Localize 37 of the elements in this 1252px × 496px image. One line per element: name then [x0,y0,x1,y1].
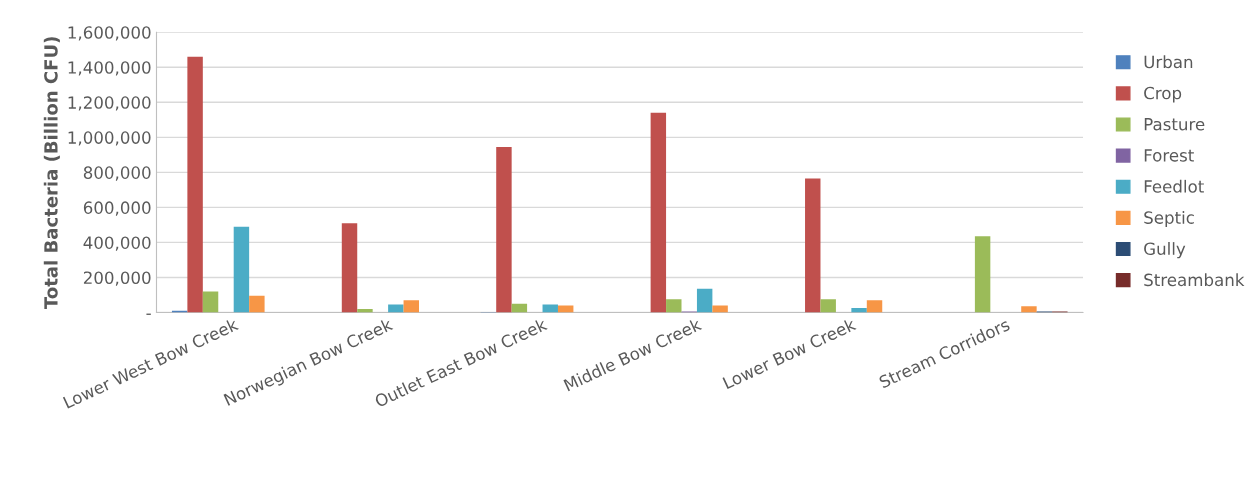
y-tick-label: 200,000 [83,271,151,286]
bar [233,226,250,313]
y-tick-label: 1,200,000 [68,96,151,111]
y-axis-title: Total Bacteria (Billion CFU) [43,37,60,310]
bar [866,300,883,313]
bar [187,56,203,313]
y-tick-label: - [146,313,151,315]
bar [496,146,512,313]
bar [403,300,419,313]
bar [712,305,728,313]
legend-label: Streambank [1144,273,1245,287]
legend-label: Forest [1144,149,1194,162]
legend-label: Urban [1144,55,1193,69]
bar [341,223,358,313]
bar [202,291,219,313]
legend-label: Gully [1144,242,1186,259]
bar [650,112,667,313]
bar [388,304,404,313]
bar [851,308,867,313]
bar [666,299,682,313]
y-tick-label: 400,000 [83,236,151,251]
bar [557,305,574,313]
legend-label: Septic [1144,210,1194,228]
legend-label: Crop [1144,86,1182,103]
y-tick-label: 1,000,000 [68,131,151,146]
legend-label: Pasture [1144,118,1205,131]
bar [1021,306,1037,313]
legend-label: Feedlot [1144,179,1204,193]
bar [974,236,991,313]
y-tick-label: 800,000 [83,166,151,181]
bar [805,178,821,313]
bar [249,295,265,313]
y-tick-label: 1,600,000 [68,26,151,41]
y-tick-label: 600,000 [83,201,151,216]
bar [696,288,713,313]
y-tick-label: 1,400,000 [68,61,151,76]
bar [820,299,836,313]
